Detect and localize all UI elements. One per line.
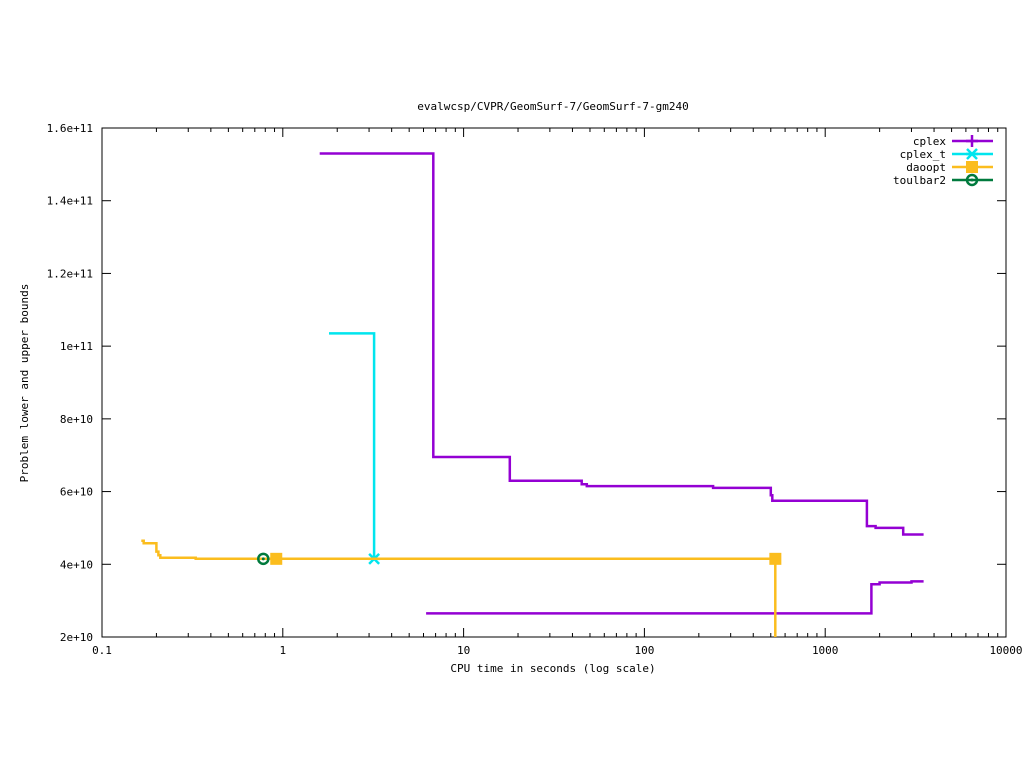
legend-label: cplex_t [900,148,946,161]
y-tick-label: 1.4e+11 [47,195,93,208]
legend-item-cplex-t: cplex_t [900,148,993,161]
data-point [769,552,782,565]
axes: 0.1 1 10 100 1000 10000 2e+10 4e+10 6e+10 8e+10 1e… [47,122,1023,657]
series-daoopt [141,539,782,637]
y-tick-label: 4e+10 [60,558,93,571]
x-tick-label: 1 [279,644,286,657]
y-tick-label: 6e+10 [60,486,93,499]
legend-marker [965,173,979,187]
x-tick-label: 10000 [989,644,1022,657]
legend-marker [966,135,978,147]
legend-label: cplex [913,135,946,148]
data-point [257,552,270,566]
series-toulbar2 [257,552,270,566]
legend-label: daoopt [906,161,946,174]
series-line [319,152,924,536]
y-tick-label: 1.6e+11 [47,122,93,135]
series-line [141,539,777,637]
data-point [270,552,283,565]
series-line [426,580,924,615]
legend-item-toulbar2: toulbar2 [893,173,993,187]
x-tick-label: 0.1 [92,644,112,657]
plot-frame [101,127,1007,638]
series-cplex [319,152,924,615]
x-axis-label: CPU time in seconds (log scale) [450,662,655,675]
series-line [329,332,376,559]
y-tick-label: 8e+10 [60,413,93,426]
legend-label: toulbar2 [893,174,946,187]
legend-marker [966,161,978,173]
y-tick-label: 2e+10 [60,631,93,644]
x-tick-label: 1000 [812,644,839,657]
legend-item-cplex: cplex [913,135,993,148]
x-tick-label: 100 [634,644,654,657]
y-tick-label: 1.2e+11 [47,267,93,280]
y-tick-label: 1e+11 [60,340,93,353]
chart-title: evalwcsp/CVPR/GeomSurf-7/GeomSurf-7-gm24… [417,100,689,113]
series-cplex-t [329,332,381,565]
series-layer [141,152,924,637]
y-axis-label: Problem lower and upper bounds [18,284,31,483]
legend-marker [966,148,978,160]
x-tick-label: 10 [457,644,470,657]
legend-item-daoopt: daoopt [906,161,993,174]
